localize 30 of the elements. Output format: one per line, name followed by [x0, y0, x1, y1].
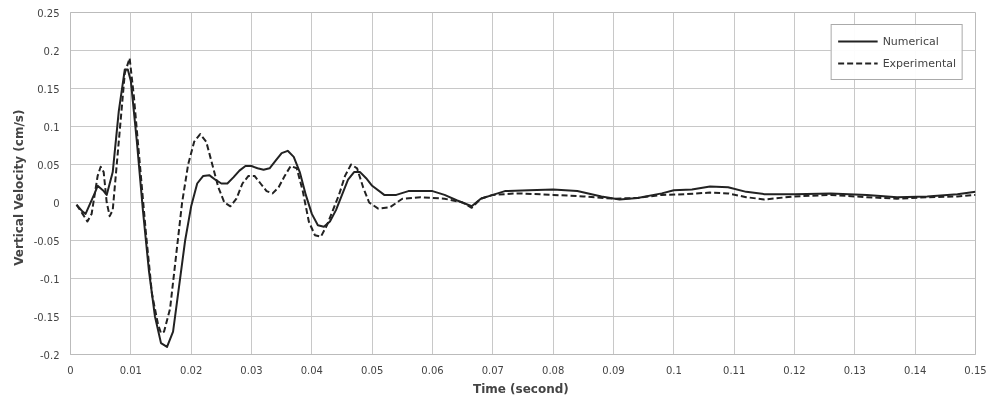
x-tick-label: 0.05: [361, 364, 384, 376]
x-tick-label: 0.08: [542, 364, 565, 376]
legend-label: Experimental: [882, 56, 956, 70]
y-tick-label: 0.05: [37, 159, 60, 171]
y-tick-label: -0.1: [39, 273, 60, 285]
x-tick-label: 0.11: [723, 364, 746, 376]
legend-label: Numerical: [882, 34, 939, 48]
y-tick-label: -0.2: [39, 349, 60, 361]
y-tick-label: -0.15: [33, 311, 60, 323]
x-tick-label: 0.09: [602, 364, 625, 376]
x-tick-label: 0.02: [180, 364, 203, 376]
y-tick-label: 0.25: [37, 7, 60, 19]
x-tick-label: 0.04: [300, 364, 323, 376]
x-tick-label: 0.14: [904, 364, 927, 376]
y-tick-label: 0.2: [43, 45, 60, 57]
y-axis-title: Vertical Velocity (cm/s): [11, 109, 26, 266]
x-tick-label: 0.06: [421, 364, 444, 376]
x-tick-label: 0.12: [783, 364, 806, 376]
y-tick-label: -0.05: [33, 235, 60, 247]
x-tick-label: 0.07: [481, 364, 504, 376]
x-axis-title: Time (second): [472, 381, 569, 396]
x-tick-label: 0.1: [665, 364, 682, 376]
x-tick-label: 0.13: [843, 364, 866, 376]
y-tick-label: 0.1: [43, 121, 60, 133]
y-tick-label: 0.15: [37, 83, 60, 95]
x-tick-label: 0.01: [119, 364, 142, 376]
y-tick-label: 0: [53, 197, 60, 209]
x-tick-label: 0.15: [964, 364, 987, 376]
x-tick-label: 0.03: [240, 364, 263, 376]
x-tick-label: 0: [67, 364, 74, 376]
